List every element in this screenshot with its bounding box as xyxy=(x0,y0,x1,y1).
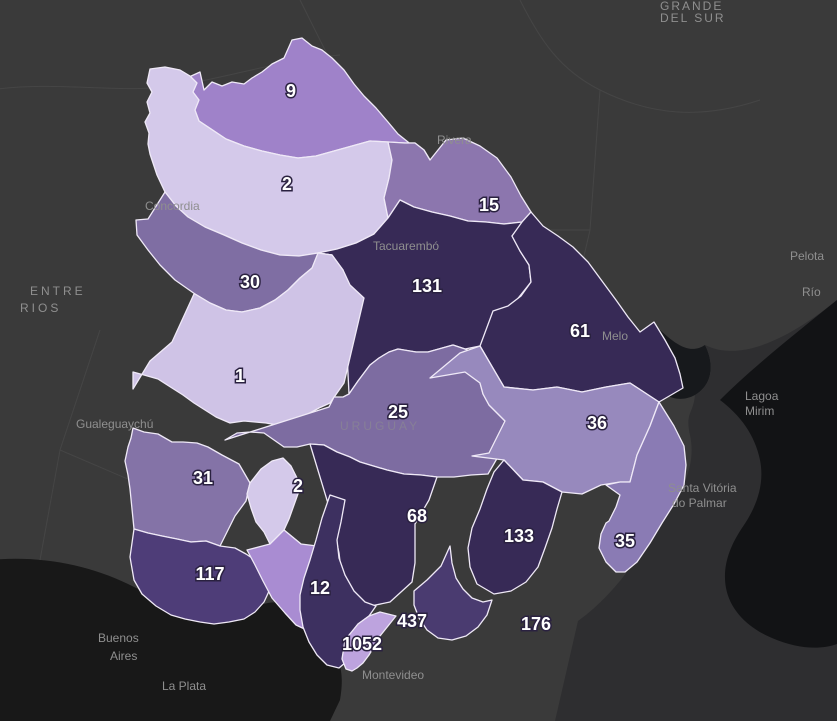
svg-text:36: 36 xyxy=(587,413,607,433)
svg-text:Gualeguaychú: Gualeguaychú xyxy=(76,417,153,431)
svg-text:2: 2 xyxy=(282,174,292,194)
svg-text:do Palmar: do Palmar xyxy=(672,496,727,510)
svg-text:Buenos: Buenos xyxy=(98,631,139,645)
svg-text:ENTRE: ENTRE xyxy=(30,284,86,298)
svg-text:Pelota: Pelota xyxy=(790,249,824,263)
svg-text:30: 30 xyxy=(240,272,260,292)
svg-text:176: 176 xyxy=(521,614,551,634)
svg-text:Tacuarembó: Tacuarembó xyxy=(373,239,439,253)
svg-text:RIOS: RIOS xyxy=(20,301,61,315)
svg-text:La Plata: La Plata xyxy=(162,679,206,693)
svg-text:31: 31 xyxy=(193,468,213,488)
svg-text:DEL SUR: DEL SUR xyxy=(660,11,726,25)
svg-text:Santa Vitória: Santa Vitória xyxy=(668,481,737,495)
svg-text:117: 117 xyxy=(195,564,224,584)
svg-text:1052: 1052 xyxy=(342,634,382,654)
svg-text:Montevideo: Montevideo xyxy=(362,668,424,682)
svg-text:Lagoa: Lagoa xyxy=(745,389,779,403)
svg-text:68: 68 xyxy=(407,506,427,526)
svg-text:Mirim: Mirim xyxy=(745,404,774,418)
svg-text:437: 437 xyxy=(397,611,427,631)
svg-text:Rivera: Rivera xyxy=(437,133,472,147)
svg-text:131: 131 xyxy=(412,276,442,296)
svg-text:2: 2 xyxy=(293,476,303,496)
svg-text:35: 35 xyxy=(615,531,635,551)
svg-text:Aires: Aires xyxy=(110,649,137,663)
svg-text:Río: Río xyxy=(802,285,821,299)
svg-text:61: 61 xyxy=(570,321,590,341)
svg-text:15: 15 xyxy=(479,195,499,215)
svg-text:133: 133 xyxy=(504,526,534,546)
svg-text:URUGUAY: URUGUAY xyxy=(340,419,420,433)
svg-text:Concordia: Concordia xyxy=(145,199,200,213)
svg-text:Melo: Melo xyxy=(602,329,628,343)
svg-text:12: 12 xyxy=(310,578,330,598)
svg-text:9: 9 xyxy=(286,81,296,101)
svg-text:1: 1 xyxy=(235,366,245,386)
